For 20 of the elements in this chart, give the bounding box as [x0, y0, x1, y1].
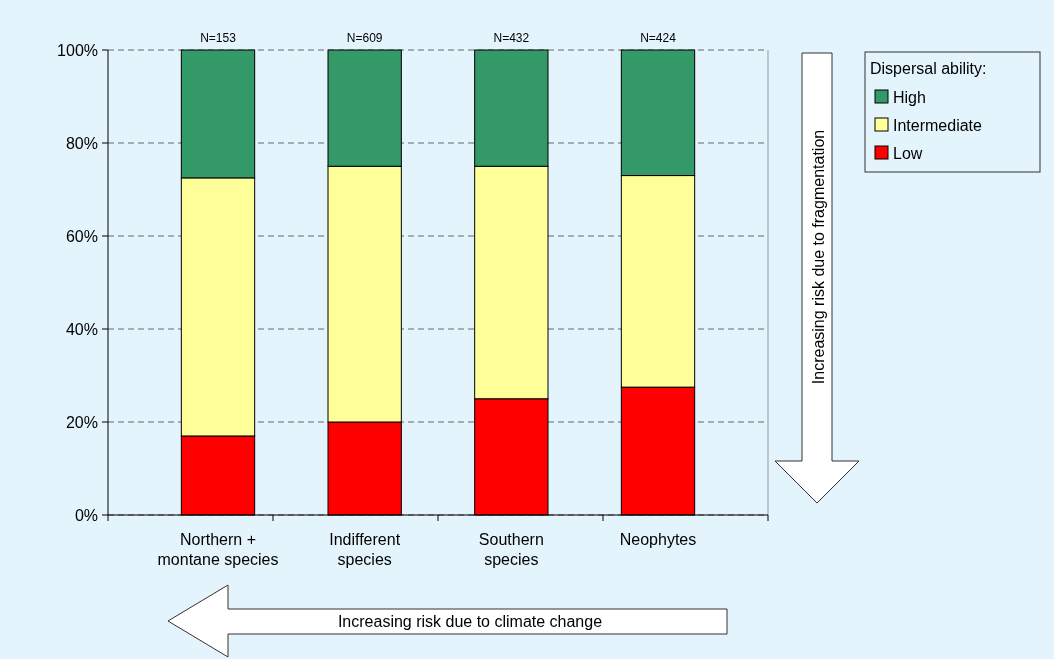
x-tick-label: Indifferent species [329, 531, 401, 568]
text: Increasing risk due to climate change [337, 612, 603, 630]
y-tick-label: 20% [65, 413, 98, 431]
y-tick-label: 100% [57, 41, 98, 59]
legend-label: Intermediate [893, 116, 983, 134]
text: Increasing risk due to fragmentation [810, 129, 827, 385]
legend-title: Dispersal ability: [870, 60, 987, 77]
x-tick-label: Neophytes [619, 531, 697, 548]
legend-label: Low [893, 144, 923, 162]
annotation: N=153 [200, 31, 237, 45]
x-tick-label: Northern + montane species [157, 531, 279, 568]
y-tick-label: 40% [65, 320, 98, 338]
legend-label: High [893, 88, 926, 106]
annotation: N=424 [640, 31, 677, 45]
y-tick-label: 0% [74, 506, 98, 524]
y-tick-label: 80% [65, 134, 98, 152]
annotation: N=432 [493, 31, 530, 45]
y-tick-label: 60% [65, 227, 98, 245]
x-tick-label: Southern species [478, 531, 544, 568]
annotation: N=609 [346, 31, 383, 45]
